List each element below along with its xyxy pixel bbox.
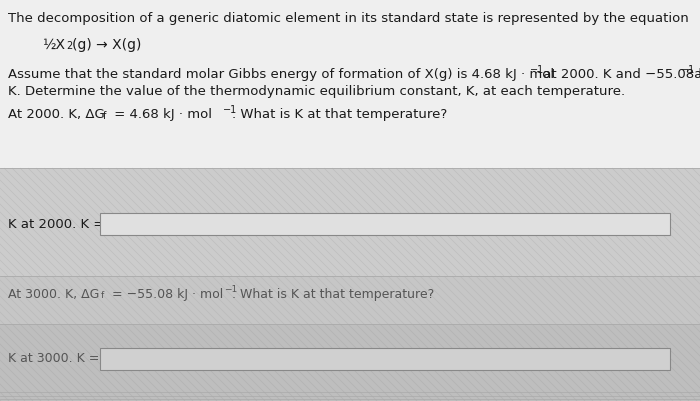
Bar — [0, 0, 700, 168]
Bar — [0, 168, 700, 276]
Text: −1: −1 — [530, 65, 545, 75]
Text: −1: −1 — [223, 105, 237, 115]
Text: −1: −1 — [681, 65, 695, 75]
FancyBboxPatch shape — [100, 348, 670, 370]
Bar — [0, 324, 700, 401]
Text: −1: −1 — [224, 285, 237, 294]
Text: at 2000. K and −55.08 kJ · mol: at 2000. K and −55.08 kJ · mol — [539, 68, 700, 81]
Text: K at 3000. K =: K at 3000. K = — [8, 352, 99, 365]
Text: At 3000. K, ΔG: At 3000. K, ΔG — [8, 288, 99, 301]
Text: . What is K at that temperature?: . What is K at that temperature? — [232, 288, 434, 301]
FancyBboxPatch shape — [100, 213, 670, 235]
Text: (g) → X(g): (g) → X(g) — [72, 38, 141, 52]
Text: . What is K at that temperature?: . What is K at that temperature? — [232, 108, 447, 121]
Text: f: f — [103, 111, 106, 121]
Text: 2: 2 — [66, 41, 72, 51]
Text: ½X: ½X — [42, 38, 65, 52]
Text: f: f — [101, 291, 104, 300]
Text: Assume that the standard molar Gibbs energy of formation of X(g) is 4.68 kJ · mo: Assume that the standard molar Gibbs ene… — [8, 68, 554, 81]
Text: = −55.08 kJ · mol: = −55.08 kJ · mol — [108, 288, 223, 301]
Bar — [0, 276, 700, 324]
Text: K at 2000. K =: K at 2000. K = — [8, 218, 104, 231]
Text: K. Determine the value of the thermodynamic equilibrium constant, K, at each tem: K. Determine the value of the thermodyna… — [8, 85, 625, 98]
Text: = 4.68 kJ · mol: = 4.68 kJ · mol — [110, 108, 212, 121]
Text: at 3: at 3 — [690, 68, 700, 81]
Text: At 2000. K, ΔG: At 2000. K, ΔG — [8, 108, 105, 121]
Text: The decomposition of a generic diatomic element in its standard state is represe: The decomposition of a generic diatomic … — [8, 12, 689, 25]
